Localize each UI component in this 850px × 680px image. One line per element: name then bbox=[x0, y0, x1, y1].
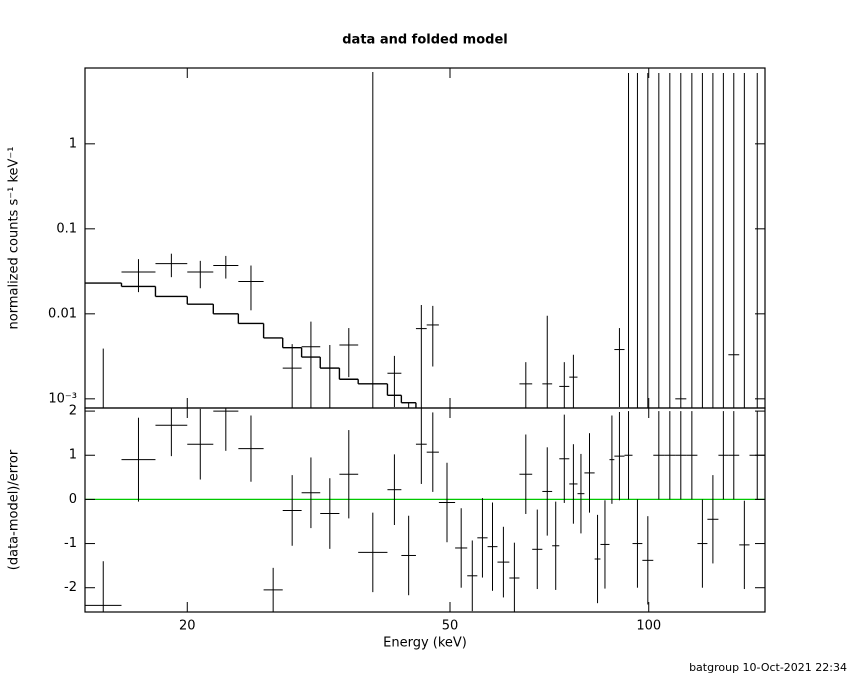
y-tick-label: 0.01 bbox=[48, 306, 77, 321]
y-tick-label: 0 bbox=[69, 492, 77, 507]
x-axis-label: Energy (keV) bbox=[383, 636, 467, 651]
y-tick-label: 2 bbox=[69, 404, 77, 419]
y-tick-label: 10⁻³ bbox=[48, 391, 77, 406]
x-tick-label: 100 bbox=[636, 619, 661, 634]
y-tick-label: 0.1 bbox=[56, 221, 77, 236]
axes: 20 50 100 10⁻³ 0.01 0.1 1 -2 -1 0 1 2 bbox=[48, 68, 765, 634]
top-plot bbox=[85, 71, 758, 408]
top-frame bbox=[84, 67, 766, 409]
y-axis-label: (data-model)/error bbox=[7, 449, 22, 570]
x-tick-label: 50 bbox=[442, 619, 459, 634]
y-tick-label: -2 bbox=[64, 580, 77, 595]
x-tick-label: 20 bbox=[179, 619, 196, 634]
y-axis-label: normalized counts s⁻¹ keV⁻¹ bbox=[7, 147, 22, 330]
bottom-frame bbox=[84, 407, 766, 613]
y-tick-label: -1 bbox=[64, 536, 77, 551]
y-tick-label: 1 bbox=[69, 448, 77, 463]
y-tick-label: 1 bbox=[69, 136, 77, 151]
footer: batgroup 10-Oct-2021 22:34 bbox=[689, 661, 847, 674]
chart-title: data and folded model bbox=[342, 33, 508, 48]
